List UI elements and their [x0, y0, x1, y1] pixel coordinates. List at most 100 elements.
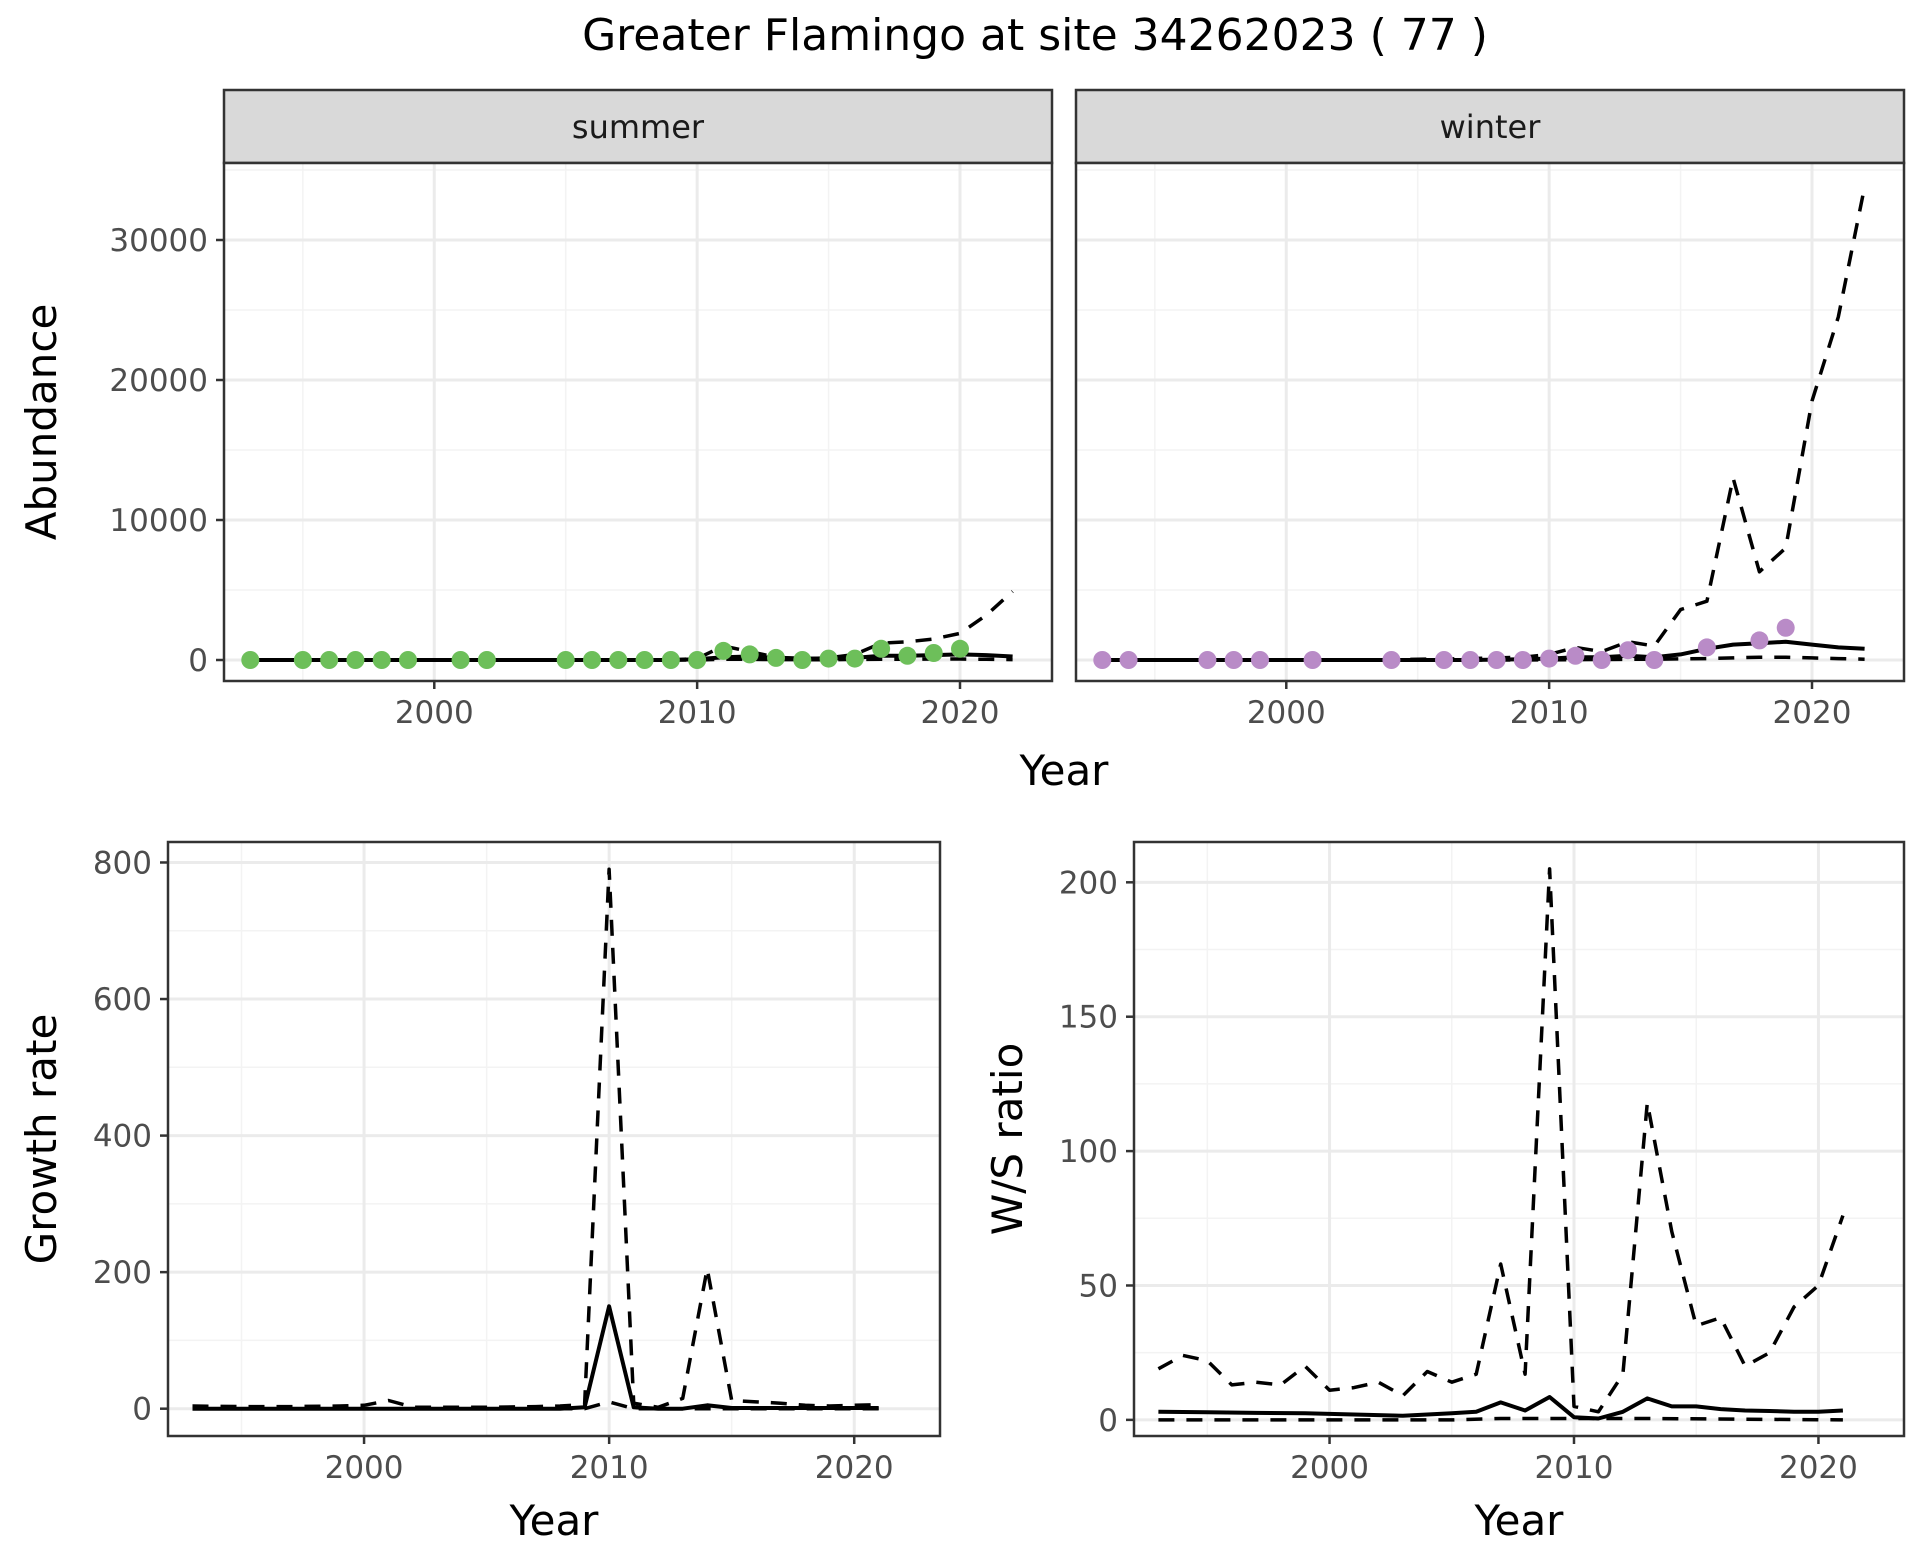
y-axis-title: Abundance: [17, 304, 66, 541]
data-point: [451, 651, 470, 669]
y-tick-label: 20000: [109, 363, 208, 399]
x-axis-title: Year: [1474, 1496, 1565, 1545]
data-point: [1435, 651, 1453, 669]
data-point: [845, 649, 864, 668]
panel-border: [1074, 161, 1906, 683]
facet-strip-label: winter: [1440, 108, 1542, 146]
data-point: [346, 651, 365, 669]
data-point: [609, 651, 628, 669]
abundance-chart: summer 2000 2010 2020 0 10000 20000 30000 winter…: [17, 88, 1906, 795]
data-point: [1487, 651, 1506, 669]
panel-background: [168, 842, 940, 1436]
y-tick-label: 400: [93, 1119, 152, 1155]
panel-border: [1132, 840, 1906, 1438]
data-point: [1619, 641, 1637, 660]
x-tick-label: 2010: [658, 695, 737, 731]
x-tick-label: 2020: [1779, 1450, 1858, 1486]
panel-border: [166, 840, 942, 1438]
data-point: [477, 651, 496, 669]
data-point: [583, 651, 601, 669]
x-axis-title: Year: [509, 1496, 600, 1545]
data-point: [1645, 651, 1664, 669]
facet-panel-winter: winter 2000 2010 2020: [1074, 88, 1906, 731]
data-point: [1566, 646, 1585, 665]
y-tick-label: 10000: [109, 503, 208, 539]
data-point: [293, 651, 312, 669]
x-tick-label: 2010: [1535, 1450, 1614, 1486]
data-point: [898, 646, 917, 665]
data-point: [767, 648, 785, 667]
figure-title: Greater Flamingo at site 34262023 ( 77 ): [582, 10, 1488, 61]
x-tick-label: 2020: [1773, 695, 1852, 731]
y-tick-label: 800: [93, 845, 152, 881]
y-tick-label: 30000: [109, 223, 208, 259]
data-point: [872, 639, 891, 658]
lower-bound-line: [1158, 1416, 1843, 1422]
facet-strip-label: summer: [572, 108, 705, 146]
data-point: [1093, 651, 1112, 669]
panel-background: [1134, 842, 1904, 1436]
data-point: [740, 645, 759, 664]
x-tick-label: 2020: [815, 1450, 894, 1486]
data-point: [320, 651, 339, 669]
data-point: [1750, 631, 1769, 650]
x-tick-label: 2000: [1290, 1450, 1369, 1486]
estimate-line: [192, 1304, 879, 1411]
facet-strip: [1074, 88, 1906, 165]
x-tick-label: 2000: [325, 1450, 404, 1486]
data-point: [819, 649, 838, 668]
data-point: [1540, 649, 1559, 668]
upper-bound-line: [192, 867, 879, 1410]
panel-background: [1076, 163, 1904, 681]
data-point: [1697, 638, 1716, 657]
data-point: [241, 651, 260, 669]
data-point: [635, 651, 654, 669]
y-tick-label: 50: [1079, 1268, 1118, 1304]
x-tick-label: 2010: [1510, 695, 1589, 731]
data-point: [372, 651, 391, 669]
panel-border: [222, 161, 1054, 683]
estimate-line: [250, 652, 1013, 662]
x-tick-label: 2000: [1247, 695, 1326, 731]
y-tick-label: 100: [1059, 1134, 1118, 1170]
facet-panel-summer: summer 2000 2010 2020 0 10000 20000 30000: [109, 88, 1054, 731]
growth-rate-chart: 2000 2010 2020 0 200 400 600 800 Year Growth rate: [17, 840, 942, 1545]
y-tick-label: 0: [132, 1392, 152, 1428]
y-axis-title: W/S ratio: [983, 1043, 1032, 1236]
x-tick-label: 2020: [921, 695, 1000, 731]
data-point: [1592, 651, 1611, 669]
data-point: [1461, 651, 1480, 669]
data-point: [556, 651, 575, 669]
estimate-line: [1158, 1395, 1844, 1421]
data-point: [688, 651, 707, 669]
data-point: [1251, 651, 1269, 669]
estimate-line: [1102, 639, 1865, 662]
x-axis-title: Year: [1019, 746, 1110, 795]
data-point: [1119, 651, 1138, 669]
data-point: [1776, 618, 1795, 637]
data-point: [793, 651, 812, 669]
data-point: [661, 651, 680, 669]
data-point: [1513, 651, 1532, 669]
data-point: [1303, 651, 1322, 669]
y-tick-label: 0: [1098, 1403, 1118, 1439]
y-tick-label: 200: [1059, 865, 1118, 901]
panel-background: [224, 163, 1052, 681]
data-point: [1382, 651, 1401, 669]
y-tick-label: 150: [1059, 1000, 1118, 1036]
y-axis-title: Growth rate: [17, 1014, 66, 1265]
y-tick-label: 200: [93, 1255, 152, 1291]
upper-bound-line: [1157, 867, 1845, 1414]
x-tick-label: 2010: [570, 1450, 649, 1486]
x-tick-label: 2000: [395, 695, 474, 731]
data-point: [1224, 651, 1243, 669]
data-point: [924, 644, 943, 662]
ws-ratio-chart: 2000 2010 2020 0 50 100 150 200 Year W/S ratio: [983, 840, 1906, 1545]
data-point: [951, 639, 969, 658]
y-tick-label: 600: [93, 982, 152, 1018]
facet-strip: [222, 88, 1054, 165]
data-point: [399, 651, 417, 669]
data-point: [1198, 651, 1217, 669]
lower-bound-line: [1102, 655, 1865, 662]
